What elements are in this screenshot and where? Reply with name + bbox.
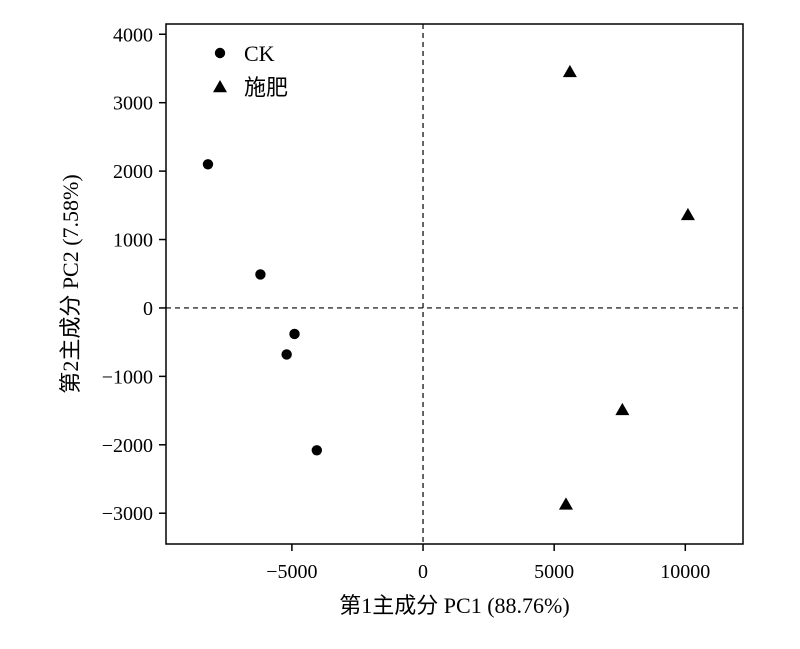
x-tick-label: 0 bbox=[418, 561, 428, 583]
y-tick-label: 2000 bbox=[113, 161, 153, 183]
legend-circle-icon bbox=[214, 47, 226, 59]
x-axis: −5000 0 5000 10000 bbox=[266, 544, 710, 583]
legend-label: CK bbox=[244, 41, 275, 66]
legend: CK 施肥 bbox=[213, 41, 288, 100]
y-axis-label: 第2主成分 PC2 (7.58%) bbox=[58, 174, 83, 393]
fertilized-point bbox=[558, 497, 573, 510]
fertilized-point bbox=[615, 402, 630, 416]
y-tick-label: −2000 bbox=[102, 435, 153, 457]
reference-lines bbox=[166, 24, 743, 544]
legend-triangle-icon bbox=[213, 80, 227, 93]
y-tick-label: 3000 bbox=[113, 93, 153, 115]
data-points bbox=[202, 64, 695, 510]
plot-frame bbox=[165, 23, 744, 545]
x-tick-label: 10000 bbox=[660, 561, 710, 583]
x-tick-label: −5000 bbox=[266, 561, 317, 583]
x-axis-label: 第1主成分 PC1 (88.76%) bbox=[339, 593, 569, 618]
y-tick-label: −1000 bbox=[102, 366, 153, 388]
x-tick-label: 5000 bbox=[534, 561, 574, 583]
fertilized-point bbox=[680, 207, 695, 221]
y-tick-label: 0 bbox=[143, 298, 153, 320]
ck-point bbox=[311, 445, 323, 456]
y-tick-label: 4000 bbox=[113, 24, 153, 46]
ck-point bbox=[289, 328, 300, 340]
y-axis: −3000 −2000 −1000 0 1000 2000 3000 4000 bbox=[102, 24, 166, 525]
fertilized-point bbox=[562, 64, 577, 78]
y-tick-label: 1000 bbox=[113, 230, 153, 252]
legend-label: 施肥 bbox=[244, 75, 288, 100]
ck-point bbox=[255, 269, 266, 280]
y-tick-label: −3000 bbox=[102, 503, 153, 525]
ck-point bbox=[281, 349, 292, 360]
ck-point bbox=[202, 159, 214, 170]
